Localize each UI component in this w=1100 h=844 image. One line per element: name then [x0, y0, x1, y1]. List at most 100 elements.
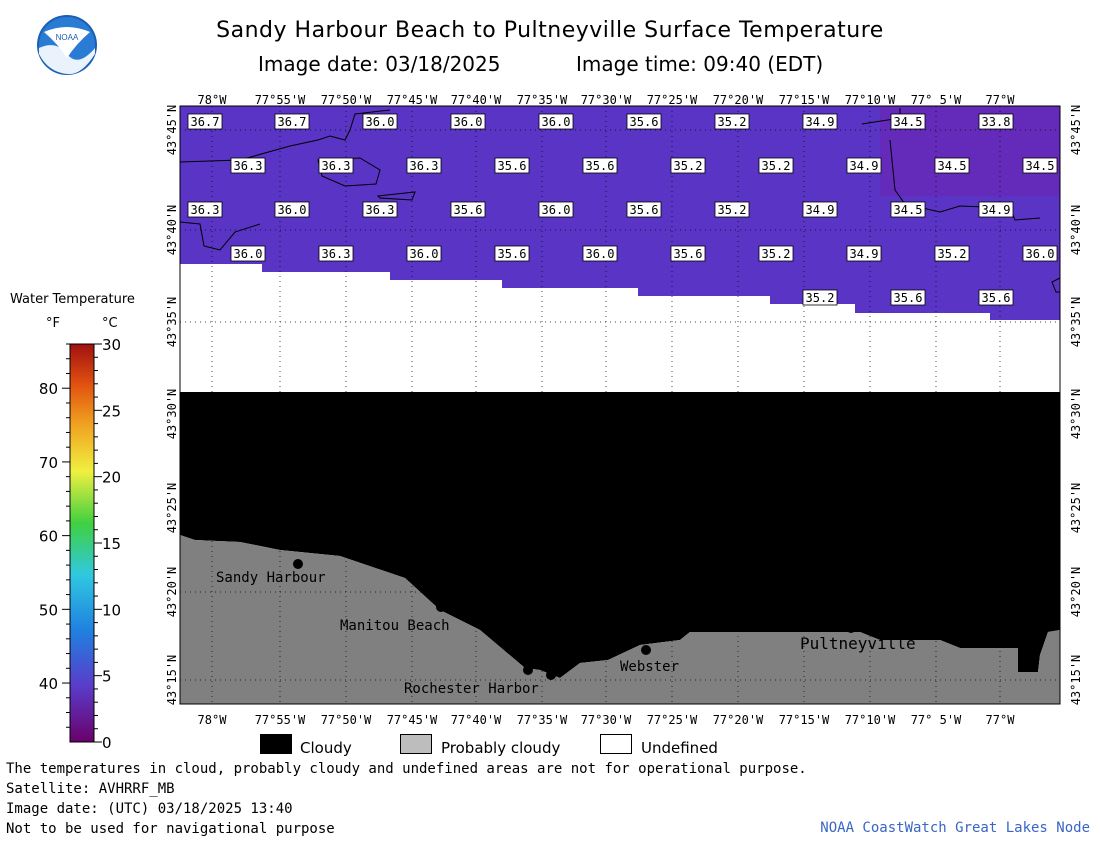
temp-label-box [890, 113, 926, 130]
temp-label: 35.2 [718, 115, 747, 129]
lon-label: 77°W [986, 713, 1016, 727]
temp-label: 34.9 [850, 159, 879, 173]
temp-label-box [538, 201, 574, 218]
temp-label-box [846, 157, 882, 174]
legend-unit-f: °F [46, 316, 60, 331]
noaa-logo: NOAA [37, 15, 97, 75]
temp-label-box [494, 157, 530, 174]
temp-label: 34.5 [894, 115, 923, 129]
fahrenheit-tick-label: 70 [39, 454, 58, 472]
lat-label: 43°30'N [165, 389, 179, 440]
place-marker [523, 665, 533, 675]
temp-label-box [1022, 157, 1058, 174]
lon-label: 77°20'W [713, 713, 764, 727]
nav-warning: Not to be used for navigational purpose [6, 821, 335, 837]
temp-label: 36.3 [234, 159, 263, 173]
undefined-label: Undefined [641, 739, 718, 757]
temp-label-box [494, 245, 530, 262]
temp-label-box [230, 245, 266, 262]
temp-label: 36.0 [542, 203, 571, 217]
temp-label: 36.0 [278, 203, 307, 217]
lon-label: 77° 5'W [911, 713, 962, 727]
temp-label-box [934, 157, 970, 174]
temp-label-box [1022, 245, 1058, 262]
temp-label-box [318, 157, 354, 174]
place-marker [546, 670, 556, 680]
temp-label-box [978, 201, 1014, 218]
temp-label-box [802, 113, 838, 130]
temp-label-box [230, 157, 266, 174]
graticule [180, 106, 1060, 704]
lon-label: 78°W [198, 713, 228, 727]
temp-label: 35.2 [938, 247, 967, 261]
temp-label: 36.3 [366, 203, 395, 217]
water-temperature-area [180, 106, 1060, 320]
lon-label: 77°30'W [581, 713, 632, 727]
lon-label: 77°50'W [321, 93, 372, 107]
temp-label-box [274, 201, 310, 218]
temp-label-box [406, 157, 442, 174]
lon-label: 77°55'W [255, 713, 306, 727]
satellite-info: Satellite: AVHRRF_MB [6, 781, 175, 797]
page-title: Sandy Harbour Beach to Pultneyville Surf… [216, 18, 884, 43]
utc-date: Image date: (UTC) 03/18/2025 13:40 [6, 801, 293, 817]
legend-title: Water Temperature [10, 292, 135, 307]
lat-label: 43°20'N [165, 567, 179, 618]
color-scale-ticks [62, 343, 102, 743]
temp-label: 36.3 [191, 203, 220, 217]
lon-label: 77°35'W [517, 93, 568, 107]
temp-label-box [890, 201, 926, 218]
temp-label: 34.5 [938, 159, 967, 173]
lat-label: 43°15'N [165, 655, 179, 706]
temp-label: 35.6 [586, 159, 615, 173]
temp-label-box [978, 113, 1014, 130]
fahrenheit-tick-label: 80 [39, 380, 58, 398]
image-date: Image date: 03/18/2025 [258, 52, 501, 76]
temp-label: 36.7 [278, 115, 307, 129]
lat-label: 43°30'N [1069, 389, 1083, 440]
lat-label: 43°20'N [1069, 567, 1083, 618]
legend-unit-c: °C [102, 316, 118, 331]
temp-label: 35.6 [982, 291, 1011, 305]
lat-label: 43°40'N [165, 205, 179, 256]
temp-label: 35.2 [762, 159, 791, 173]
cloudy-swatch [260, 734, 292, 754]
temp-label-box [187, 113, 223, 130]
temp-label: 34.9 [982, 203, 1011, 217]
temp-label-box [670, 157, 706, 174]
temp-label: 35.6 [674, 247, 703, 261]
logo-text: NOAA [56, 33, 79, 42]
lat-label: 43°35'N [165, 297, 179, 348]
temp-label-box [450, 113, 486, 130]
place-marker [641, 645, 651, 655]
temp-label: 36.0 [542, 115, 571, 129]
fahrenheit-tick-label: 40 [39, 675, 58, 693]
lon-label: 77°20'W [713, 93, 764, 107]
lon-label: 77°45'W [387, 713, 438, 727]
place-marker [293, 559, 303, 569]
temp-label-box [670, 245, 706, 262]
lon-label: 77°W [986, 93, 1016, 107]
probably-cloudy-swatch [400, 734, 432, 754]
celsius-tick-label: 25 [102, 402, 121, 420]
place-marker [846, 623, 856, 633]
lon-label: 78°W [198, 93, 228, 107]
lon-label: 77°30'W [581, 93, 632, 107]
temp-label-box [582, 157, 618, 174]
temp-label: 34.5 [1026, 159, 1055, 173]
probably-cloudy-area [180, 535, 1060, 704]
fahrenheit-tick-label: 60 [39, 528, 58, 546]
temp-label: 34.5 [894, 203, 923, 217]
place-label: Webster [620, 659, 679, 675]
temp-label: 35.2 [674, 159, 703, 173]
lat-label: 43°35'N [1069, 297, 1083, 348]
temp-label: 35.6 [630, 115, 659, 129]
lon-label: 77°50'W [321, 713, 372, 727]
lat-label: 43°25'N [165, 483, 179, 534]
temp-label-box [318, 245, 354, 262]
temp-label: 36.0 [454, 115, 483, 129]
lat-label: 43°25'N [1069, 483, 1083, 534]
temp-label: 35.6 [894, 291, 923, 305]
temp-label-box [890, 289, 926, 306]
